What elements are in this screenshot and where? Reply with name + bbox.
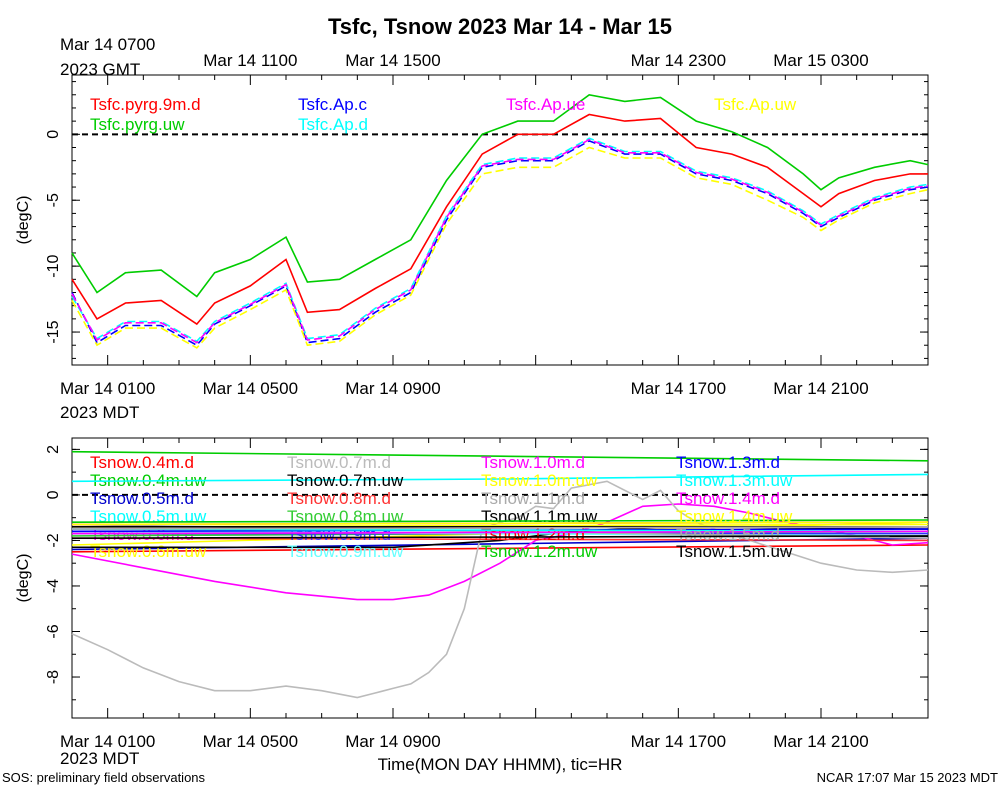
top-x-tick-label-mdt: Mar 14 0500 [203,379,298,398]
legend-tsnow-1-3m-uw: Tsnow.1.3m.uw [676,471,793,490]
bottom-y-tick-label: -2 [45,533,62,547]
bottom-y-tick-label: -6 [45,624,62,638]
legend-tsnow-1-0m-uw: Tsnow.1.0m.uw [481,471,598,490]
legend-tsnow-1-5m-d: Tsnow.1.5m.d [676,525,780,544]
top-x-tick-label-gmt: Mar 14 2300 [631,51,726,70]
chart-title: Tsfc, Tsnow 2023 Mar 14 - Mar 15 [328,14,672,39]
top-panel: 0 -5 -10 -15 (degC) Mar 14 0100 Mar 14 0500 Mar… [15,35,929,398]
bottom-x-tick-label-mdt: Mar 14 0900 [345,732,440,751]
top-x-tick-label-gmt: Mar 15 0300 [773,51,868,70]
top-x-tick-label-mdt: Mar 14 0900 [345,379,440,398]
legend-tsnow-1-0m-d: Tsnow.1.0m.d [481,453,585,472]
mdt-year-label: 2023 MDT [60,403,139,422]
top-x-tick-label-gmt: Mar 14 1500 [345,51,440,70]
top-y-tick-label: 0 [45,130,62,139]
bottom-x-tick-label-mdt: Mar 14 0100 [60,732,155,751]
bottom-y-tick-label: -4 [45,579,62,593]
series-line-tsnow-0-5m-uw [71,473,929,483]
legend-tsnow-0-8m-d: Tsnow.0.8m.d [287,489,391,508]
legend-tsnow-0-5m-uw: Tsnow.0.5m.uw [90,507,207,526]
bottom-y-tick-label: 0 [45,490,62,499]
legend-tsnow-1-4m-uw: Tsnow.1.4m.uw [676,507,793,526]
top-x-tick-label-mdt: Mar 14 2100 [773,379,868,398]
series-line-tsnow-1-2m-uw [71,519,929,523]
legend-tsnow-1-2m-uw: Tsnow.1.2m.uw [481,542,598,561]
legend-tsnow-0-4m-d: Tsnow.0.4m.d [90,453,194,472]
series-line-tsnow-0-4m-uw [71,450,929,462]
series-line-tsnow-0-4m-d [71,544,929,553]
x-axis-label: Time(MON DAY HHMM), tic=HR [378,755,623,774]
series-line-tsfc-ap-c [71,140,929,347]
top-x-tick-label-gmt: Mar 14 0700 [60,35,155,54]
legend-tsnow-0-7m-uw: Tsnow.0.7m.uw [287,471,404,490]
series-line-tsnow-1-4m-uw [71,521,929,526]
bottom-y-tick-label: 2 [45,445,62,454]
legend-tsfc-ap-ue: Tsfc.Ap.ue [506,95,585,114]
series-line-tsfc-pyrg-uw [71,93,929,298]
footer-left: SOS: preliminary field observations [2,770,206,785]
bottom-y-tick-label: -8 [45,670,62,684]
legend-tsnow-1-4m-d: Tsnow.1.4m.d [676,489,780,508]
series-line-tsnow-1-4m-d [71,530,929,535]
legend-tsfc-ap-c: Tsfc.Ap.c [298,95,367,114]
bottom-x-tick-label-mdt: Mar 14 2100 [773,732,868,751]
legend-tsfc-pyrg-9m-d: Tsfc.pyrg.9m.d [90,95,201,114]
top-x-tick-label-mdt: Mar 14 0100 [60,379,155,398]
top-y-axis-label: (degC) [15,196,32,245]
legend-tsnow-0-5m-d: Tsnow.0.5m.d [90,489,194,508]
legend-tsfc-pyrg-uw: Tsfc.pyrg.uw [90,115,185,134]
legend-tsnow-1-5m-uw: Tsnow.1.5m.uw [676,542,793,561]
top-y-tick-label: -10 [45,254,62,277]
bottom-x-tick-label-mdt: Mar 14 1700 [631,732,726,751]
legend-tsnow-1-3m-d: Tsnow.1.3m.d [676,453,780,472]
bottom-x-tick-label-mdt: Mar 14 0500 [203,732,298,751]
legend-tsfc-ap-d: Tsfc.Ap.d [298,115,368,134]
top-x-tick-label-gmt: Mar 14 1100 [203,51,297,70]
series-line-tsfc-ap-ue [71,138,929,344]
bottom-panel: 2 0 -2 -4 -6 -8 (degC) Mar 14 0100 Mar 14 0500 Ma… [15,437,929,751]
series-line-tsfc-ap-d [71,137,929,343]
footer-right: NCAR 17:07 Mar 15 2023 MDT [817,770,998,785]
series-line-tsnow-1-5m-uw [71,535,929,539]
legend-tsnow-1-1m-d: Tsnow.1.1m.d [481,489,585,508]
bottom-y-axis-label: (degC) [15,554,32,603]
series-line-tsfc-pyrg-9m-d [71,113,928,326]
legend-tsnow-0-7m-d: Tsnow.0.7m.d [287,453,391,472]
legend-tsnow-0-6m-uw: Tsnow.0.6m.uw [90,542,207,561]
top-y-tick-label: -5 [45,193,62,207]
gmt-year-label: 2023 GMT [60,60,140,79]
top-x-tick-label-mdt: Mar 14 1700 [631,379,726,398]
legend-tsfc-ap-uw: Tsfc.Ap.uw [714,95,797,114]
series-line-tsnow-1-5m-d [71,526,929,530]
series-line-tsfc-ap-uw [71,146,929,349]
bottom-mdt-year-label: 2023 MDT [60,749,139,768]
top-y-tick-label: -15 [45,320,62,343]
legend-tsnow-0-9m-uw: Tsnow.0.9m.uw [287,542,404,561]
